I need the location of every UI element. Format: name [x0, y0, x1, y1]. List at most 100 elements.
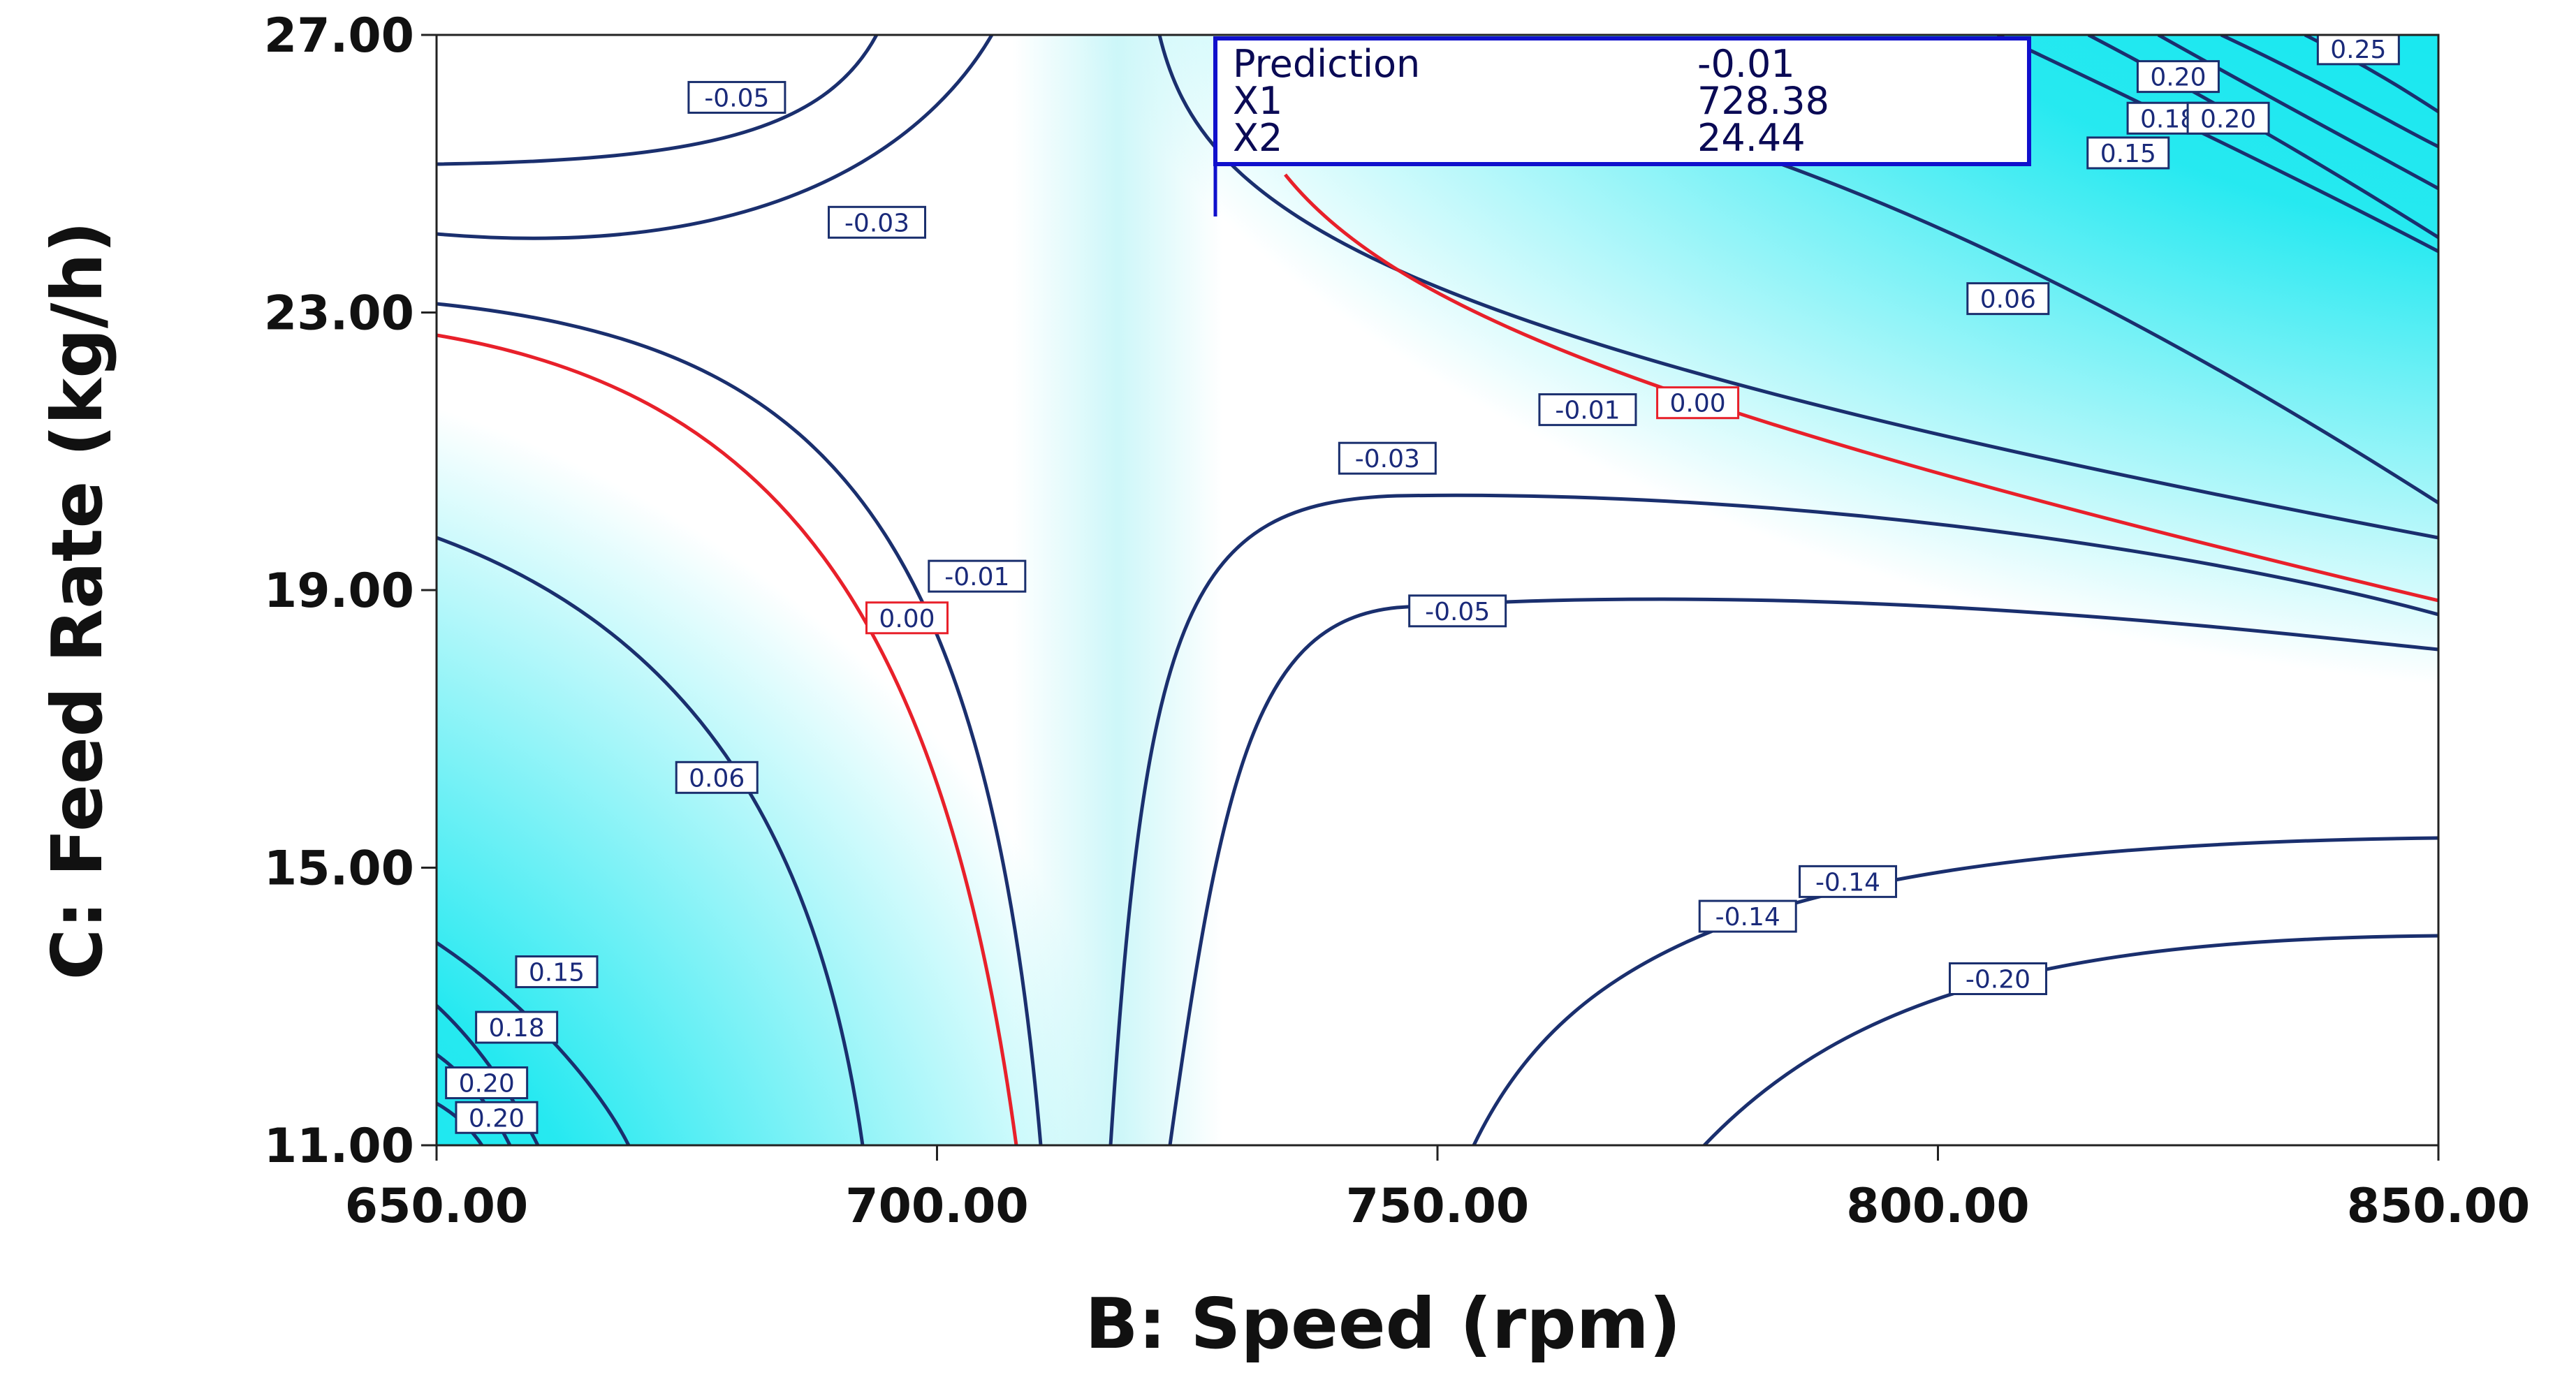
contour-label: -0.05 — [687, 80, 786, 114]
contour-label-text: -0.01 — [944, 563, 1009, 591]
contour-label-box — [1698, 899, 1797, 933]
prediction-x2-label: X2 — [1233, 116, 1282, 160]
contour-label-box — [675, 760, 759, 794]
contour-label-text: 0.25 — [2330, 36, 2386, 64]
contour-label: -0.03 — [828, 205, 927, 239]
x-tick-label: 750.00 — [1346, 1179, 1529, 1234]
plot-area: -0.05 -0.03 -0.01 0.00 0.06 0.15 0.18 0.20 0.20 -… — [437, 35, 2438, 1145]
contour-label: 0.06 — [1966, 282, 2050, 316]
contour-label-text: -0.03 — [844, 209, 909, 237]
contour-label-text: 0.06 — [689, 764, 745, 793]
contour-lines — [437, 35, 2438, 1145]
contour-label-box — [455, 1101, 539, 1134]
x-tick-label: 700.00 — [845, 1179, 1028, 1234]
contour-label-box — [445, 1066, 529, 1100]
contour-label: 0.00 — [1656, 386, 1740, 420]
contour-label-text: 0.18 — [489, 1014, 545, 1043]
contour-label-text: 0.06 — [1980, 286, 2036, 314]
x-axis: 650.00 700.00 750.00 800.00 850.00 — [345, 1145, 2530, 1234]
contour-label-box — [1799, 865, 1898, 898]
color-field-center-vertical — [1013, 35, 1222, 1145]
contour-label: 0.20 — [455, 1101, 539, 1134]
x-tick-label: 650.00 — [345, 1179, 528, 1234]
contour-line — [437, 536, 865, 1145]
contour-label: 0.25 — [2316, 35, 2400, 66]
contour-label-box — [515, 955, 599, 989]
contour-line — [437, 941, 631, 1145]
contour-label-box — [865, 601, 949, 635]
y-axis-title: C: Feed Rate (kg/h) — [36, 221, 118, 980]
y-tick-label: 15.00 — [264, 841, 414, 897]
contour-label-box — [2136, 60, 2220, 94]
contour-label-text: 0.00 — [879, 605, 935, 633]
contour-label-text: -0.05 — [704, 84, 769, 112]
contour-line — [437, 302, 1043, 1145]
x-axis-title: B: Speed (rpm) — [1085, 1283, 1681, 1365]
contour-label-text: 0.20 — [469, 1104, 525, 1133]
y-tick-label: 19.00 — [264, 564, 414, 619]
prediction-value: -0.01 — [1697, 42, 1795, 86]
contour-label: 0.15 — [515, 955, 599, 989]
contour-label: -0.01 — [1538, 393, 1637, 427]
zero-contour-line — [437, 333, 1018, 1145]
contour-label: 0.00 — [865, 601, 949, 635]
zero-contour-lines — [437, 173, 2438, 1145]
contour-label-box — [1966, 282, 2050, 316]
prediction-label: Prediction — [1233, 42, 1420, 86]
contour-label: -0.14 — [1698, 899, 1797, 933]
contour-label-box — [1656, 386, 1740, 420]
prediction-x2-value: 24.44 — [1697, 116, 1806, 160]
contour-label-text: -0.03 — [1355, 445, 1420, 473]
contour-label-box — [928, 559, 1027, 593]
contour-label: 0.20 — [2186, 101, 2270, 135]
contour-label-box — [687, 80, 786, 114]
contour-label: 0.20 — [445, 1066, 529, 1100]
contour-line — [2220, 35, 2438, 149]
contour-label: -0.05 — [1408, 594, 1507, 628]
contour-label-box — [828, 205, 927, 239]
contour-line — [437, 35, 994, 240]
y-axis: 11.00 15.00 19.00 23.00 27.00 — [264, 8, 437, 1174]
prediction-x1-label: X1 — [1233, 79, 1282, 123]
contour-labels: -0.05 -0.03 -0.01 0.00 0.06 0.15 0.18 0.20 0.20 -… — [445, 35, 2400, 1134]
contour-label-box — [2186, 101, 2270, 135]
y-tick-label: 23.00 — [264, 286, 414, 341]
prediction-box: Prediction -0.01 X1 728.38 X2 24.44 — [1213, 36, 2031, 166]
contour-label-text: -0.20 — [1966, 966, 2030, 994]
contour-label: -0.14 — [1799, 865, 1898, 898]
contour-label: 0.06 — [675, 760, 759, 794]
contour-label: 0.18 — [475, 1010, 559, 1044]
contour-label-box — [2086, 136, 2170, 170]
contour-label-box — [475, 1010, 559, 1044]
contour-line — [437, 35, 879, 166]
contour-line — [1157, 35, 2438, 540]
contour-label-text: 0.15 — [529, 959, 585, 987]
contour-label-text: -0.14 — [1815, 868, 1880, 897]
contour-label-box — [1408, 594, 1507, 628]
x-tick-label: 800.00 — [1846, 1179, 2029, 1234]
contour-line — [437, 1052, 512, 1145]
y-tick-label: 11.00 — [264, 1119, 414, 1174]
contour-label: 0.20 — [2136, 60, 2220, 94]
contour-label-box — [1538, 393, 1637, 427]
contour-label: -0.01 — [928, 559, 1027, 593]
prediction-box-frame — [1213, 36, 2031, 166]
contour-label-text: -0.05 — [1425, 598, 1490, 626]
contour-label-box — [2316, 35, 2400, 66]
y-tick-label: 27.00 — [264, 8, 414, 64]
contour-label-box — [1948, 962, 2047, 995]
contour-label-text: 0.15 — [2100, 140, 2156, 168]
x-tick-label: 850.00 — [2347, 1179, 2530, 1234]
contour-line — [1996, 35, 2438, 253]
contour-label: -0.03 — [1338, 441, 1437, 475]
contour-label-text: 0.00 — [1670, 390, 1726, 418]
contour-label-text: 0.20 — [2200, 105, 2256, 133]
contour-label-box — [1338, 441, 1437, 475]
prediction-x1-value: 728.38 — [1697, 79, 1829, 123]
contour-line — [1108, 493, 2438, 1145]
contour-label-text: 0.20 — [2150, 64, 2206, 92]
contour-label-text: -0.01 — [1555, 397, 1620, 425]
contour-label-text: 0.20 — [459, 1070, 515, 1098]
zero-contour-line — [1284, 173, 2438, 603]
